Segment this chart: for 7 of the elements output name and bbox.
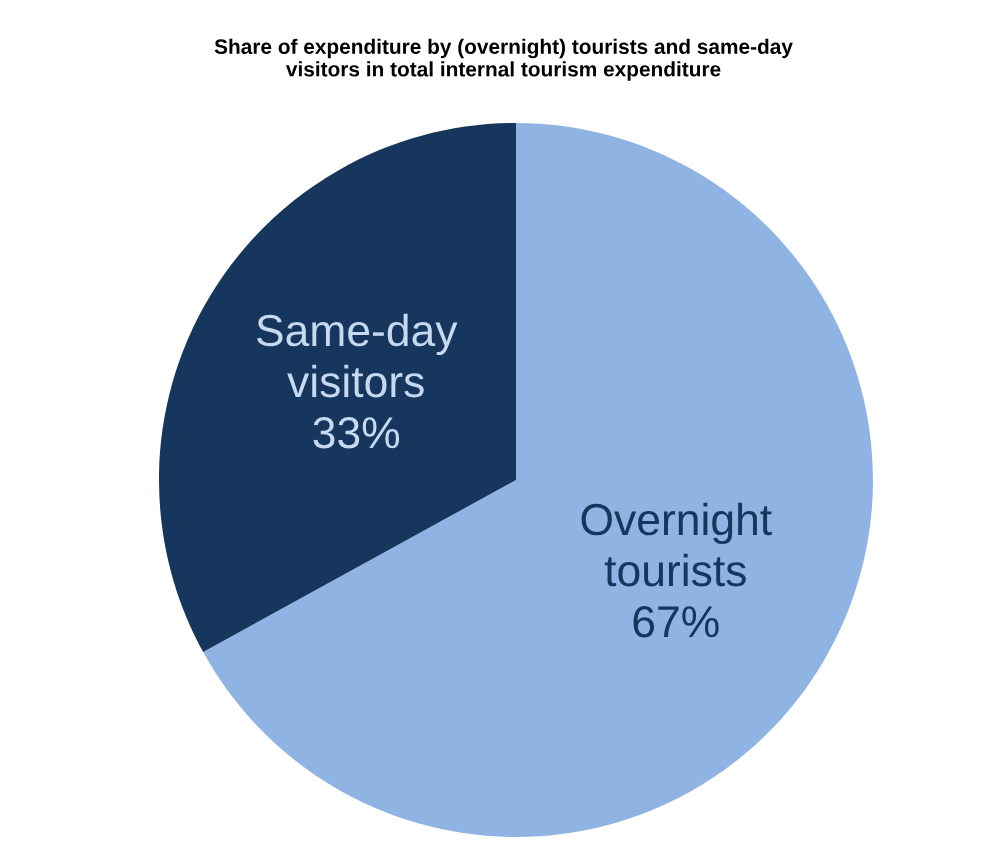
data-label: 67%: [633, 606, 719, 638]
data-label: 33%: [313, 417, 400, 449]
slice-label: Overnight tourists: [581, 502, 772, 587]
pie-slice: [203, 123, 873, 837]
chart-title: Share of expenditure by (overnight) tourists and same-day visitors in total internal tourism expenditure: [214, 38, 793, 81]
pie-slice: [159, 123, 516, 652]
slice-label: Same-day visitors: [256, 313, 458, 398]
